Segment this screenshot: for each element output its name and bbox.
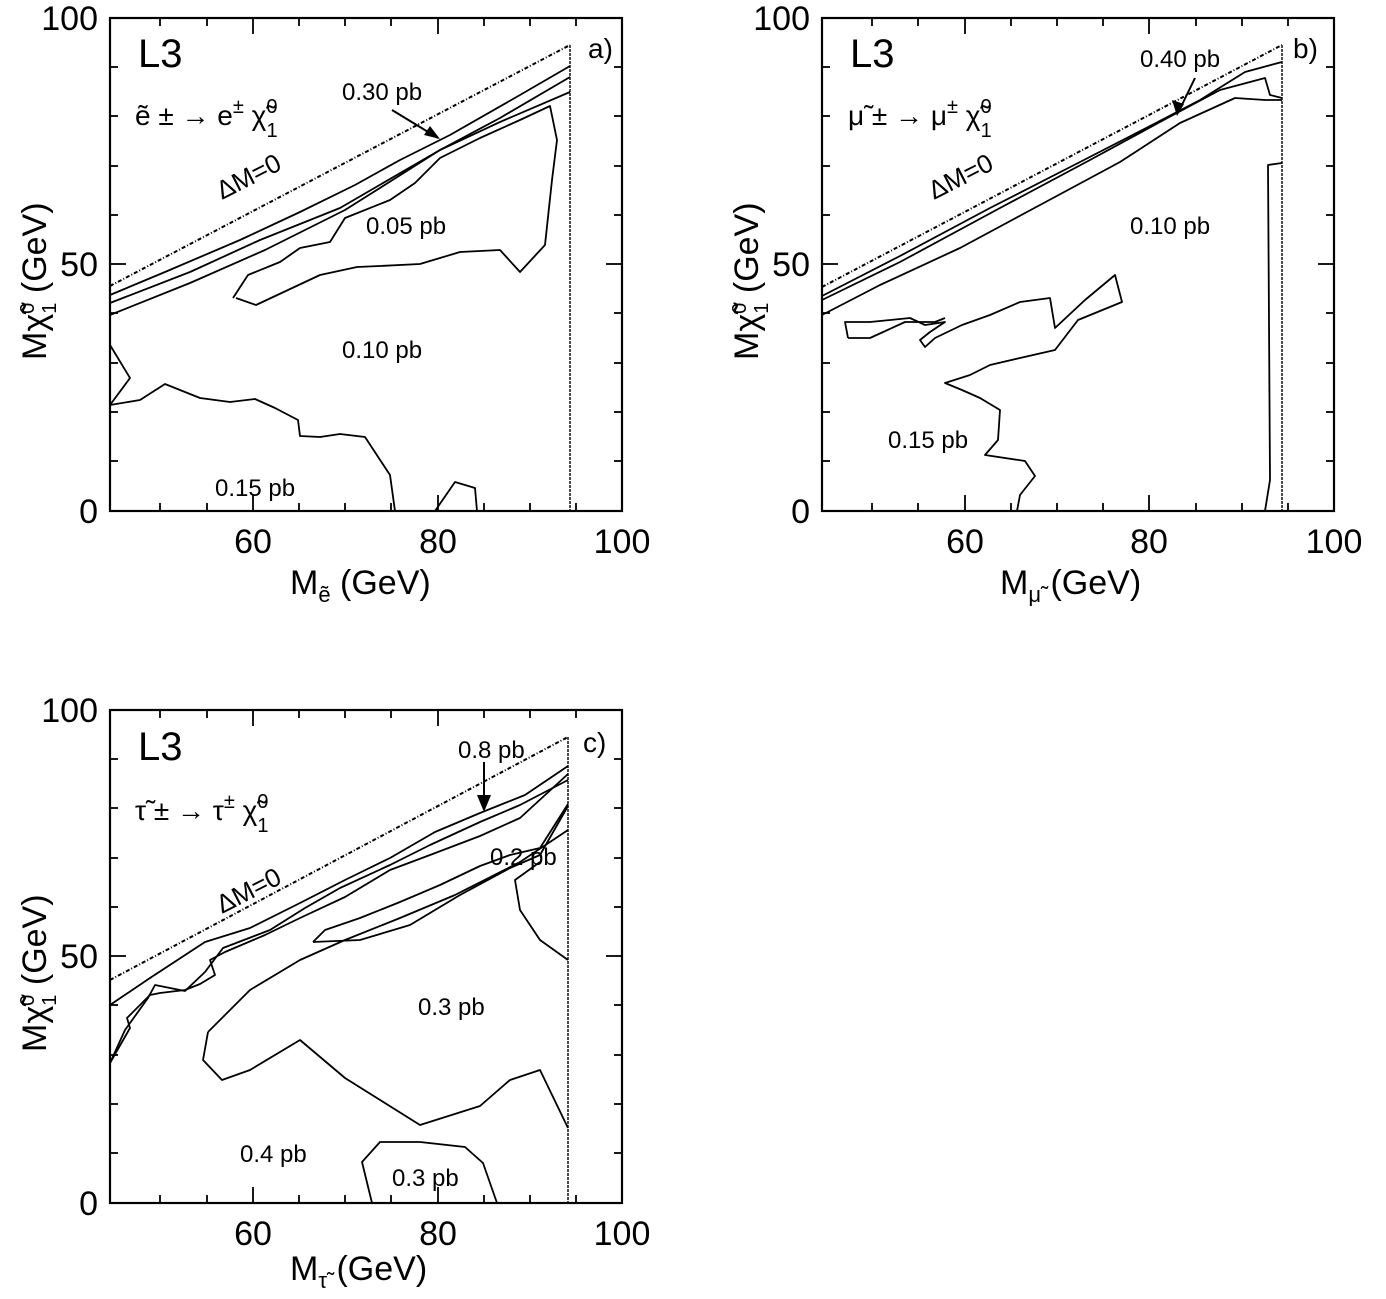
panel-a-contour-030-inner1 xyxy=(109,76,571,304)
panel-c-process: τ̃ ± → τ± χ̃0 1 xyxy=(135,791,269,837)
panel-c-contour-04-lower xyxy=(202,1031,569,1129)
panel-c-contour-03-upper xyxy=(312,803,569,943)
panel-a-dm0-line xyxy=(109,44,571,287)
panel-c-tag: c) xyxy=(583,727,606,758)
panel-b-contour-010 xyxy=(821,97,1282,316)
panel-c-contour-03-right xyxy=(514,861,569,961)
panel-a-ytick-0: 0 xyxy=(79,493,98,531)
panel-a-contour-015-small xyxy=(434,481,478,512)
panel-c-experiment-label: L3 xyxy=(138,725,183,769)
panel-b-label-040: 0.40 pb xyxy=(1140,46,1220,73)
panel-a-xlabel: Mẽ (GeV) xyxy=(290,564,431,607)
panel-c-ytick-50: 50 xyxy=(60,938,98,976)
panel-b-xtick-100: 100 xyxy=(1306,523,1363,561)
panel-c-contour-02 xyxy=(109,779,569,1064)
panel-b-contour-040-inner xyxy=(821,77,1283,301)
panel-b-ytick-100: 100 xyxy=(753,0,810,38)
panel-b-contour-040-outer xyxy=(821,61,1283,297)
panel-b-label-015: 0.15 pb xyxy=(888,427,968,454)
panel-b-ytick-0: 0 xyxy=(791,493,810,531)
panel-b-contour-015 xyxy=(844,274,1123,512)
panel-a-contour-015 xyxy=(109,344,396,512)
panel-b-xlabel: Mμ̃ (GeV) xyxy=(1000,564,1141,607)
panel-a-xtick-60: 60 xyxy=(234,523,272,561)
panel-a-ytick-50: 50 xyxy=(60,246,98,284)
panel-b-label-010: 0.10 pb xyxy=(1130,213,1210,240)
panel-c-label-03-island: 0.3 pb xyxy=(392,1165,459,1192)
panel-c-contour-08-outer xyxy=(109,765,569,1006)
panel-c-label-08: 0.8 pb xyxy=(458,737,525,764)
panel-c-arrowhead xyxy=(477,795,491,812)
panel-a: L3 a) ẽ ± → e± χ̃0 1 0.30 pb 0.05 pb 0.10… xyxy=(16,0,650,607)
panel-b-dm0-label: ΔM=0 xyxy=(923,147,998,205)
panel-c-xtick-60: 60 xyxy=(234,1215,272,1253)
panel-b-arrowhead xyxy=(1172,100,1184,116)
panel-a-label-030: 0.30 pb xyxy=(342,79,422,106)
panel-c-ytick-100: 100 xyxy=(41,692,98,730)
panel-a-label-010: 0.10 pb xyxy=(342,337,422,364)
panel-b: L3 b) μ̃ ± → μ± χ̃0 1 0.40 pb 0.10 pb 0.1… xyxy=(728,0,1362,607)
panel-a-label-005: 0.05 pb xyxy=(366,213,446,240)
panel-c-label-02: 0.2 pb xyxy=(490,844,557,871)
panel-a-ylabel: Mχ̃01 (GeV) xyxy=(16,202,61,360)
panel-a-xtick-100: 100 xyxy=(594,523,651,561)
panel-c-ytick-0: 0 xyxy=(79,1185,98,1223)
panel-a-label-015: 0.15 pb xyxy=(215,475,295,502)
panel-c-contour-03-lower xyxy=(312,805,569,943)
panel-b-process: μ̃ ± → μ± χ̃0 1 xyxy=(848,96,992,142)
panel-c-xtick-80: 80 xyxy=(419,1215,457,1253)
panel-a-ticks xyxy=(110,18,622,511)
panel-a-ytick-100: 100 xyxy=(41,0,98,38)
panel-a-dm0-label: ΔM=0 xyxy=(211,147,286,205)
panel-c-dm0-line xyxy=(109,736,569,981)
panel-c-dm0-label: ΔM=0 xyxy=(211,861,286,919)
panel-c-label-03: 0.3 pb xyxy=(418,994,485,1021)
panel-c-xtick-100: 100 xyxy=(594,1215,651,1253)
panel-c-frame xyxy=(108,708,624,1205)
panel-a-contour-030-inner2 xyxy=(109,91,571,316)
panel-c-ticks xyxy=(110,710,622,1203)
panel-c-label-04: 0.4 pb xyxy=(240,1141,307,1168)
panel-b-contour-015-band xyxy=(1264,162,1283,512)
panel-a-contour-030-outer xyxy=(109,65,571,296)
panel-a-arrowhead xyxy=(424,126,440,139)
panel-b-dm0-line xyxy=(821,44,1283,288)
panel-b-ticks xyxy=(822,18,1334,511)
panel-a-process: ẽ ± → e± χ̃0 1 xyxy=(135,96,278,142)
panel-b-ylabel: Mχ̃01 (GeV) xyxy=(728,202,773,360)
panel-c-contour-04 xyxy=(207,829,569,1033)
panel-c-contour-03-island xyxy=(361,1141,498,1204)
panel-b-tag: b) xyxy=(1293,33,1318,64)
panel-b-experiment-label: L3 xyxy=(850,32,895,76)
panel-c-xlabel: Mτ̃ (GeV) xyxy=(290,1250,427,1293)
panel-c-ylabel: Mχ̃01 (GeV) xyxy=(16,894,61,1052)
panel-a-xtick-80: 80 xyxy=(419,523,457,561)
panel-a-tag: a) xyxy=(588,33,613,64)
panel-a-contour-005 xyxy=(232,105,558,306)
panel-a-experiment-label: L3 xyxy=(138,32,183,76)
panel-b-ytick-50: 50 xyxy=(772,246,810,284)
panel-b-contour-015-top xyxy=(848,317,946,339)
panel-b-xtick-60: 60 xyxy=(946,523,984,561)
panel-c: L3 c) τ̃ ± → τ± χ̃0 1 0.8 pb 0.2 pb 0.3 p… xyxy=(16,692,650,1293)
panel-b-xtick-80: 80 xyxy=(1130,523,1168,561)
